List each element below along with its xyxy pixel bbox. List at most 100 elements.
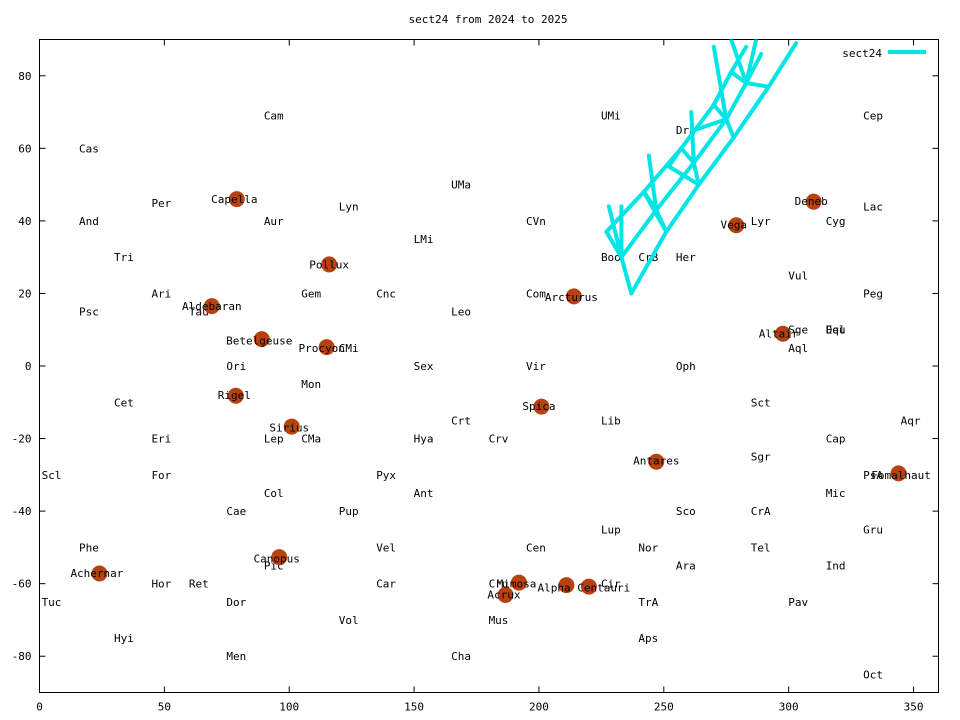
- constellation-label: Cnc: [376, 287, 396, 300]
- constellation-label: Com: [526, 287, 546, 300]
- series-segment: [689, 110, 696, 165]
- star-marker: [318, 339, 335, 356]
- constellation-label: Vul: [788, 269, 808, 282]
- constellation-label: Hor: [151, 578, 171, 591]
- axis-ticks: 0 50 100 150 200 250 300 350 -80 -60 -40 -20 0 20 40 60…: [12, 39, 939, 714]
- star-label: Antares: [633, 454, 679, 467]
- constellation-label: Vir: [526, 360, 546, 373]
- constellation-label: Sge: [788, 324, 808, 337]
- constellation-label: Ara: [676, 560, 696, 573]
- star-label: Fomalhaut: [871, 469, 931, 482]
- constellation-label: Cam: [264, 110, 284, 123]
- x-tick-label: 100: [279, 701, 299, 714]
- constellation-label: Tel: [751, 541, 771, 554]
- constellation-label: Tau: [189, 306, 209, 319]
- constellation-label: Phe: [79, 541, 99, 554]
- series-segment: [641, 189, 669, 234]
- constellation-label: Lyn: [339, 200, 359, 213]
- x-tick-label: 150: [404, 701, 424, 714]
- constellation-label: Oph: [676, 360, 696, 373]
- constellation-label: Lib: [601, 414, 621, 427]
- star-label: Aldebaran: [182, 300, 242, 313]
- star-marker: [321, 256, 338, 273]
- constellation-label: Aql: [788, 342, 808, 355]
- constellation-label: Aps: [638, 632, 658, 645]
- constellation-label: Sgr: [751, 451, 771, 464]
- constellation-label: Ari: [151, 287, 171, 300]
- star-marker: [228, 191, 245, 208]
- star-label: Alpha Centauri: [538, 581, 631, 594]
- star-label: Pollux: [309, 258, 349, 271]
- constellation-label: Oct: [863, 668, 883, 681]
- star-marker: [558, 577, 575, 594]
- star-marker: [805, 193, 822, 210]
- star-label: Altair: [759, 327, 799, 340]
- series-segment: [629, 41, 799, 296]
- legend: sect24: [842, 47, 926, 60]
- constellation-label: Cap: [826, 433, 846, 446]
- y-tick-label: 60: [18, 142, 31, 155]
- constellation-label: Ind: [826, 560, 846, 573]
- constellation-label: CrA: [751, 505, 771, 518]
- star-label: Spica: [522, 400, 555, 413]
- constellation-label: Mic: [826, 487, 846, 500]
- constellation-label: Sex: [414, 360, 434, 373]
- star-label: Vega: [720, 219, 747, 232]
- constellation-label: UMa: [451, 179, 471, 192]
- star-marker: [510, 574, 527, 591]
- constellation-label: Leo: [451, 306, 471, 319]
- x-tick-label: 50: [158, 701, 171, 714]
- series-segment: [744, 39, 759, 85]
- constellation-label: Ret: [189, 578, 209, 591]
- constellation-label: Cep: [863, 110, 883, 123]
- star-marker: [91, 565, 108, 582]
- constellation-label: Pav: [788, 596, 808, 609]
- series-segment: [691, 117, 729, 133]
- series-segment: [604, 44, 749, 234]
- x-tick-label: 300: [779, 701, 799, 714]
- series-segment: [711, 70, 734, 107]
- series-segment: [666, 164, 701, 187]
- legend-label: sect24: [842, 47, 882, 60]
- constellation-label: Cen: [526, 541, 546, 554]
- constellation-label: LMi: [414, 233, 434, 246]
- constellation-label: Gem: [301, 287, 321, 300]
- y-tick-label: -20: [12, 433, 32, 446]
- star-label: Betelgeuse: [226, 335, 292, 348]
- constellation-label: Pup: [339, 505, 359, 518]
- constellation-label: Sco: [676, 505, 696, 518]
- y-tick-label: 20: [18, 287, 31, 300]
- y-tick-label: -60: [12, 578, 32, 591]
- star-marker: [890, 465, 907, 482]
- constellation-label: Per: [151, 197, 171, 210]
- star-label: Capella: [211, 193, 257, 206]
- constellation-label: Scl: [42, 469, 62, 482]
- star-marker: [227, 387, 244, 404]
- constellation-label: Sct: [751, 396, 771, 409]
- constellation-label: Vel: [376, 541, 396, 554]
- star-label: Deneb: [795, 195, 828, 208]
- star-marker: [728, 217, 745, 234]
- star-marker: [497, 586, 514, 603]
- star-marker: [580, 578, 597, 595]
- star-markers: [91, 191, 907, 603]
- series-sect24: [604, 39, 799, 296]
- constellation-label: Tri: [114, 251, 134, 264]
- star-label: Sirius: [269, 422, 309, 435]
- constellation-label: Vol: [339, 614, 359, 627]
- constellation-label: Her: [676, 251, 696, 264]
- series-segment: [729, 39, 749, 85]
- constellation-label: Cae: [226, 505, 246, 518]
- y-tick-label: 80: [18, 70, 31, 83]
- constellation-label: CMa: [301, 433, 321, 446]
- series-segment: [606, 204, 624, 260]
- series-segment: [646, 153, 659, 212]
- constellation-label: CMi: [339, 342, 359, 355]
- constellation-label: Aur: [264, 215, 284, 228]
- x-tick-label: 200: [529, 701, 549, 714]
- star-label: Acrux: [487, 589, 520, 602]
- constellation-label: Aqr: [901, 414, 921, 427]
- constellation-label: And: [79, 215, 99, 228]
- series-segment: [666, 146, 684, 169]
